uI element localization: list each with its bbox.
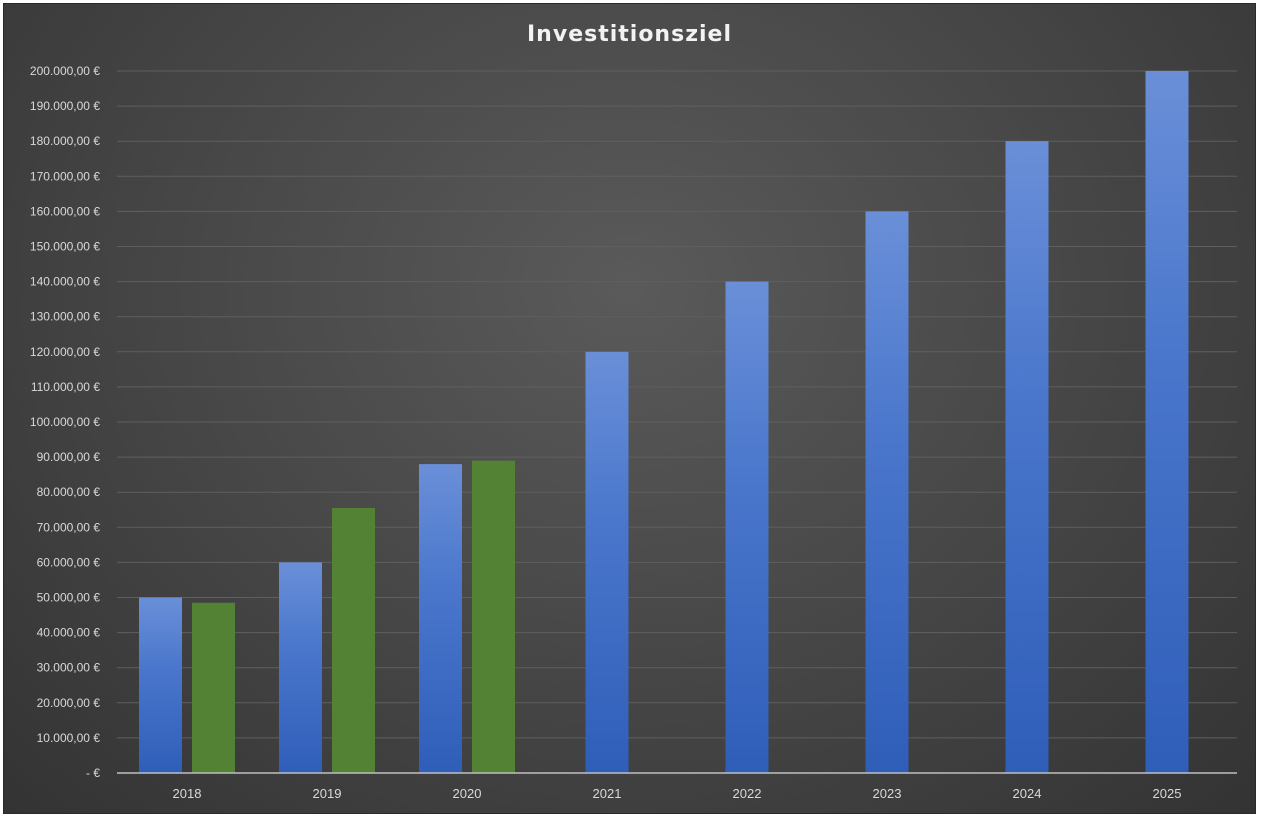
y-tick-label: 120.000,00 €	[30, 345, 100, 359]
bar-2018-series-2	[192, 602, 235, 773]
y-tick-label: 90.000,00 €	[37, 450, 101, 464]
y-tick-label: 140.000,00 €	[30, 275, 100, 289]
y-tick-label: 170.000,00 €	[30, 169, 100, 183]
y-tick-label: 150.000,00 €	[30, 240, 100, 254]
x-tick-label: 2021	[593, 786, 622, 801]
bar-chart: - € 10.000,00 € 20.000,00 € 30.000,00 € 40.0…	[30, 64, 1237, 801]
x-tick-label: 2018	[173, 786, 202, 801]
bar-2024-series-1	[1005, 141, 1049, 773]
y-tick-label: 80.000,00 €	[37, 485, 101, 499]
y-tick-label: 190.000,00 €	[30, 99, 100, 113]
y-tick-label: 200.000,00 €	[30, 64, 100, 78]
y-tick-label: - €	[86, 766, 100, 780]
y-tick-label: 130.000,00 €	[30, 310, 100, 324]
y-tick-label: 160.000,00 €	[30, 204, 100, 218]
x-tick-label: 2020	[453, 786, 482, 801]
bar-2018-series-1	[139, 597, 182, 773]
y-tick-label: 40.000,00 €	[37, 626, 101, 640]
chart-area: Investitionsziel - € 10.000,00 € 20.000,00…	[4, 4, 1255, 813]
y-tick-label: 50.000,00 €	[37, 591, 101, 605]
y-tick-label: 110.000,00 €	[31, 380, 101, 394]
bar-2022-series-1	[725, 281, 769, 773]
bar-2019-series-1	[279, 562, 322, 773]
y-tick-label: 30.000,00 €	[37, 661, 101, 675]
y-tick-label: 70.000,00 €	[37, 520, 101, 534]
x-tick-label: 2025	[1153, 786, 1182, 801]
y-tick-label: 10.000,00 €	[37, 731, 101, 745]
y-axis-tick-labels: - € 10.000,00 € 20.000,00 € 30.000,00 € 40.0…	[30, 64, 100, 780]
chart-title: Investitionsziel	[527, 22, 732, 47]
bar-2020-series-1	[419, 464, 462, 773]
x-tick-label: 2024	[1013, 786, 1042, 801]
bar-2020-series-2	[472, 460, 515, 773]
bar-2021-series-1	[585, 351, 629, 773]
bars	[139, 71, 1189, 773]
x-tick-label: 2023	[873, 786, 902, 801]
bar-2025-series-1	[1145, 71, 1189, 773]
x-axis-tick-labels: 2018 2019 2020 2021 2022 2023 2024 2025	[173, 786, 1182, 801]
bar-2023-series-1	[865, 211, 909, 773]
x-tick-label: 2022	[733, 786, 762, 801]
bar-2019-series-2	[332, 507, 375, 773]
y-tick-label: 180.000,00 €	[30, 134, 100, 148]
y-tick-label: 100.000,00 €	[30, 415, 100, 429]
y-tick-label: 60.000,00 €	[37, 555, 101, 569]
x-tick-label: 2019	[313, 786, 342, 801]
y-tick-label: 20.000,00 €	[37, 696, 101, 710]
